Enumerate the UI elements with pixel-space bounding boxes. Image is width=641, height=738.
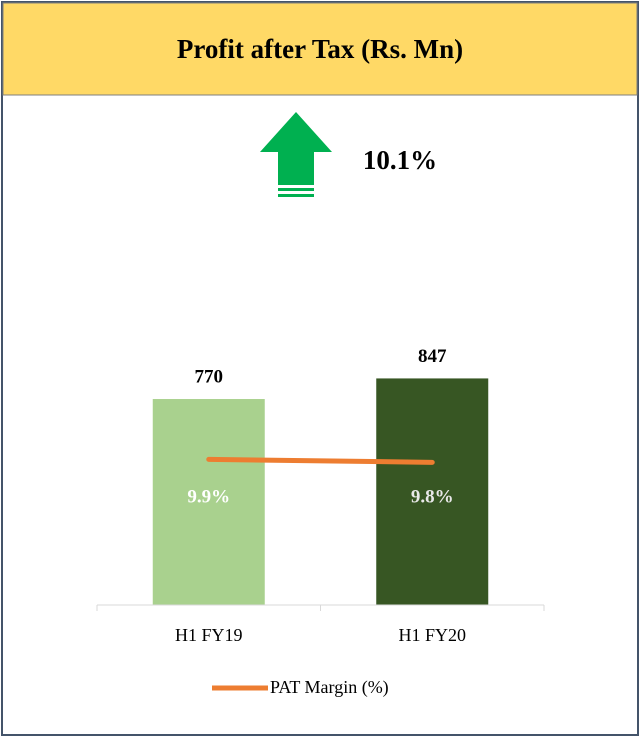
bar bbox=[152, 399, 265, 605]
chart-title: Profit after Tax (Rs. Mn) bbox=[177, 34, 463, 64]
bar bbox=[376, 378, 489, 605]
growth-annotation: 10.1% bbox=[363, 145, 437, 175]
line-value-label: 9.8% bbox=[411, 486, 454, 507]
x-tick-label: H1 FY20 bbox=[398, 625, 466, 645]
bar-value-label: 770 bbox=[195, 366, 224, 387]
line bbox=[206, 456, 435, 465]
header bbox=[2, 2, 638, 96]
bar-value-label: 847 bbox=[418, 346, 447, 367]
line-value-label: 9.9% bbox=[187, 486, 230, 507]
x-tick-label: H1 FY19 bbox=[175, 625, 243, 645]
up-arrow bbox=[260, 112, 332, 197]
legend-label: PAT Margin (%) bbox=[270, 677, 389, 698]
